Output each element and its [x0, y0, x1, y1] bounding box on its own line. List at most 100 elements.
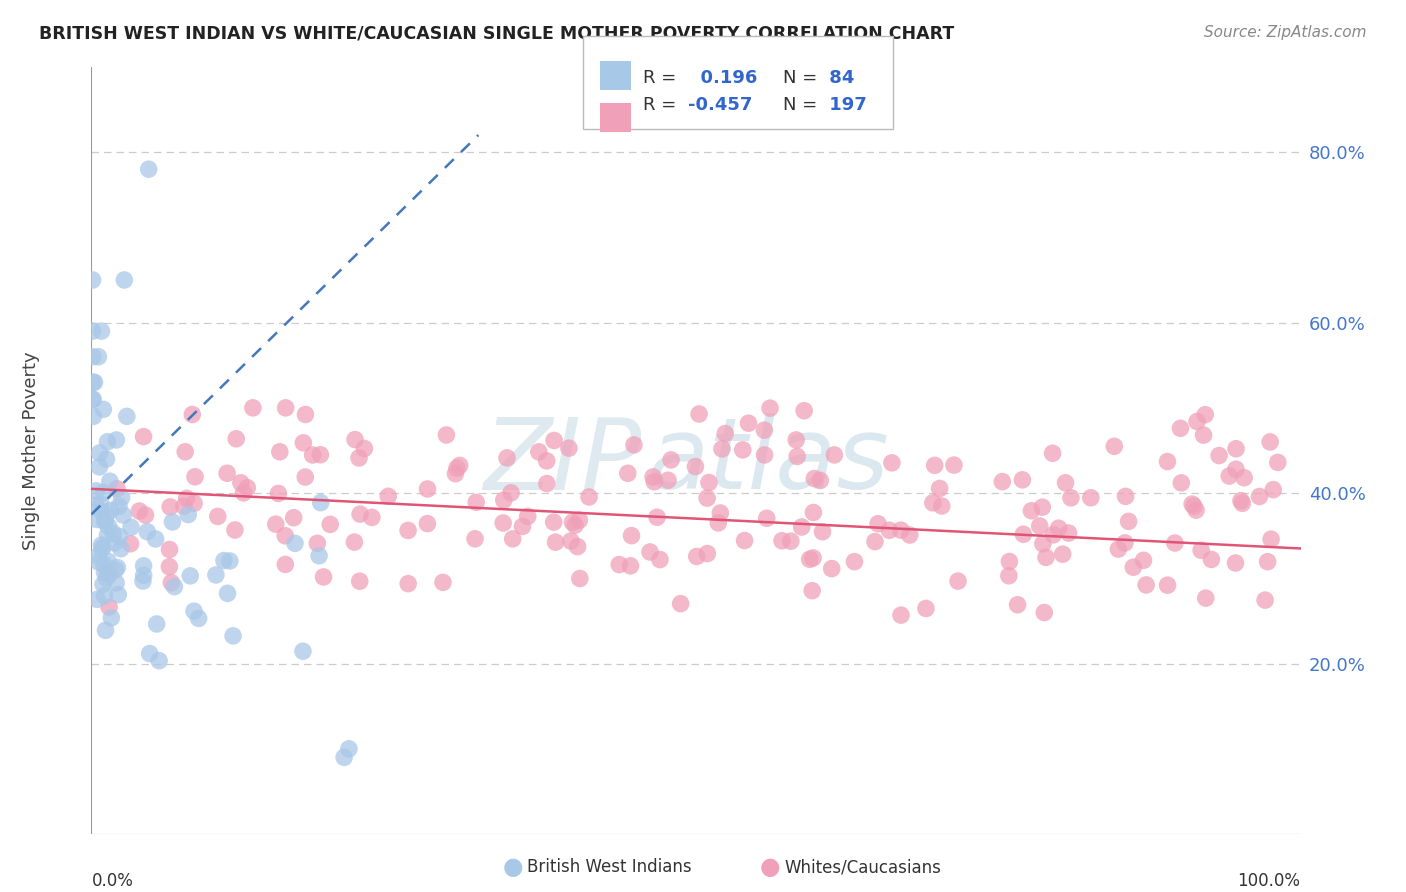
- Point: [709, 506, 731, 520]
- Point: [349, 574, 371, 589]
- Point: [236, 481, 259, 495]
- Point: [294, 408, 316, 422]
- Point: [890, 523, 912, 537]
- Point: [821, 561, 844, 575]
- Point: [90, 541, 112, 556]
- Point: [112, 508, 135, 522]
- Point: [1118, 514, 1140, 528]
- Point: [492, 516, 515, 530]
- Point: [465, 495, 488, 509]
- Point: [811, 524, 834, 539]
- Point: [801, 550, 824, 565]
- Point: [136, 524, 159, 539]
- Point: [759, 401, 782, 416]
- Point: [110, 541, 132, 556]
- Point: [319, 517, 342, 532]
- Point: [1104, 439, 1126, 453]
- Point: [1232, 496, 1254, 510]
- Point: [93, 589, 115, 603]
- Point: [132, 568, 155, 582]
- Point: [502, 532, 524, 546]
- Point: [159, 500, 181, 514]
- Point: [754, 448, 776, 462]
- Point: [898, 528, 921, 542]
- Point: [1042, 446, 1064, 460]
- Point: [377, 489, 399, 503]
- Point: [564, 518, 586, 533]
- Point: [105, 575, 128, 590]
- Point: [163, 580, 186, 594]
- Point: [697, 475, 720, 490]
- Point: [212, 553, 235, 567]
- Point: [333, 750, 356, 764]
- Point: [93, 566, 115, 580]
- Point: [1230, 493, 1253, 508]
- Point: [1054, 475, 1077, 490]
- Point: [292, 435, 315, 450]
- Point: [643, 475, 665, 489]
- Point: [229, 475, 252, 490]
- Point: [98, 474, 121, 488]
- Point: [1028, 519, 1050, 533]
- Point: [224, 523, 246, 537]
- Point: [1225, 442, 1247, 456]
- Point: [82, 324, 104, 338]
- Point: [1011, 473, 1033, 487]
- Point: [512, 519, 534, 533]
- Point: [120, 537, 142, 551]
- Point: [94, 508, 117, 523]
- Point: [87, 350, 110, 364]
- Point: [87, 549, 110, 563]
- Point: [464, 532, 486, 546]
- Point: [734, 533, 756, 548]
- Text: -0.457: -0.457: [688, 96, 752, 114]
- Point: [162, 515, 184, 529]
- Point: [100, 611, 122, 625]
- Point: [492, 493, 515, 508]
- Point: [86, 483, 108, 498]
- Text: N =: N =: [783, 96, 817, 114]
- Point: [269, 444, 291, 458]
- Point: [145, 617, 167, 632]
- Text: 0.196: 0.196: [688, 69, 756, 87]
- Point: [1195, 591, 1218, 606]
- Point: [669, 597, 692, 611]
- Point: [96, 571, 118, 585]
- Point: [94, 515, 117, 529]
- Point: [731, 442, 754, 457]
- Point: [274, 558, 297, 572]
- Point: [82, 392, 104, 407]
- Point: [105, 560, 128, 574]
- Point: [1032, 537, 1054, 551]
- Point: [138, 162, 160, 177]
- Point: [104, 563, 127, 577]
- Point: [232, 486, 254, 500]
- Point: [915, 601, 938, 615]
- Point: [1192, 428, 1215, 442]
- Point: [998, 568, 1021, 582]
- Point: [159, 542, 181, 557]
- Point: [799, 552, 821, 566]
- Point: [686, 549, 709, 564]
- Point: [283, 510, 305, 524]
- Point: [274, 401, 297, 415]
- Point: [1031, 500, 1053, 515]
- Point: [132, 558, 155, 573]
- Point: [1185, 503, 1208, 517]
- Point: [82, 409, 104, 424]
- Point: [173, 500, 195, 514]
- Point: [309, 495, 332, 509]
- Point: [1135, 578, 1157, 592]
- Point: [1156, 578, 1178, 592]
- Point: [98, 567, 121, 582]
- Point: [1233, 471, 1256, 485]
- Point: [449, 458, 471, 473]
- Point: [93, 485, 115, 500]
- Point: [527, 445, 550, 459]
- Point: [1260, 532, 1282, 546]
- Point: [685, 459, 707, 474]
- Point: [82, 273, 104, 287]
- Point: [866, 516, 889, 531]
- Point: [558, 441, 581, 455]
- Point: [561, 516, 583, 530]
